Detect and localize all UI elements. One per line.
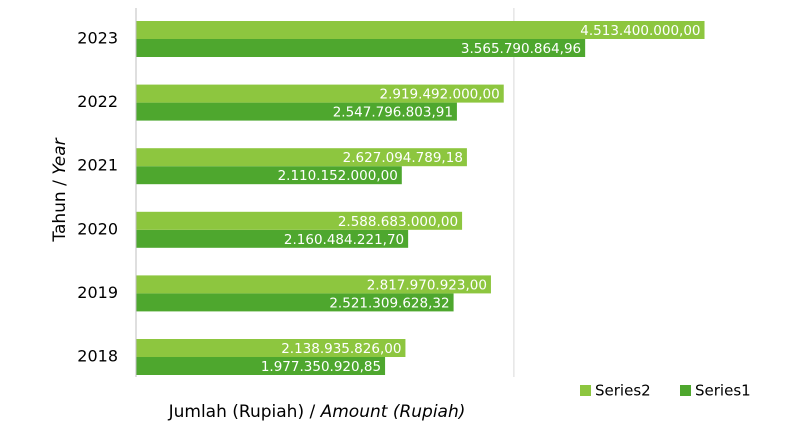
bar — [136, 293, 454, 312]
y-axis-label-regular: Tahun / — [50, 175, 70, 243]
y-tick-label: 2021 — [77, 156, 118, 175]
data-label: 4.513.400.000,00 — [580, 23, 700, 39]
data-label: 2.817.970.923,00 — [367, 277, 487, 293]
legend-label: Series2 — [595, 382, 651, 400]
bar — [136, 84, 504, 103]
y-tick-label: 2018 — [77, 347, 118, 366]
data-label: 2.521.309.628,32 — [329, 295, 449, 311]
x-axis-label-italic: Amount (Rupiah) — [320, 402, 466, 422]
y-tick-label: 2023 — [77, 29, 118, 48]
legend-swatch — [580, 385, 591, 396]
data-label: 2.138.935.826,00 — [281, 341, 401, 357]
data-label: 2.547.796.803,91 — [333, 105, 453, 121]
legend-label: Series1 — [695, 382, 751, 400]
y-tick-label: 2022 — [77, 92, 118, 111]
data-label: 2.919.492.000,00 — [380, 87, 500, 103]
data-label: 2.110.152.000,00 — [278, 168, 398, 184]
data-label: 1.977.350.920,85 — [261, 359, 381, 375]
y-axis-label: Tahun / Year — [50, 137, 70, 242]
bar — [136, 21, 705, 39]
bar — [136, 211, 463, 230]
bar — [136, 339, 406, 357]
data-label: 3.565.790.864,96 — [461, 41, 581, 57]
bar — [136, 275, 491, 294]
y-tick-label: 2020 — [77, 219, 118, 238]
bar — [136, 166, 402, 185]
x-axis-label-regular: Jumlah (Rupiah) / — [168, 402, 321, 422]
data-label: 2.627.094.789,18 — [343, 150, 463, 166]
y-axis-label-italic: Year — [50, 137, 70, 174]
bar — [136, 357, 386, 375]
bar — [136, 39, 586, 57]
y-tick-label: 2019 — [77, 283, 118, 302]
bar — [136, 102, 457, 121]
legend-swatch — [680, 385, 691, 396]
x-axis-label: Jumlah (Rupiah) / Amount (Rupiah) — [168, 402, 466, 422]
data-label: 2.588.683.000,00 — [338, 214, 458, 230]
bar — [136, 148, 467, 167]
bar — [136, 229, 409, 248]
data-label: 2.160.484.221,70 — [284, 232, 404, 248]
